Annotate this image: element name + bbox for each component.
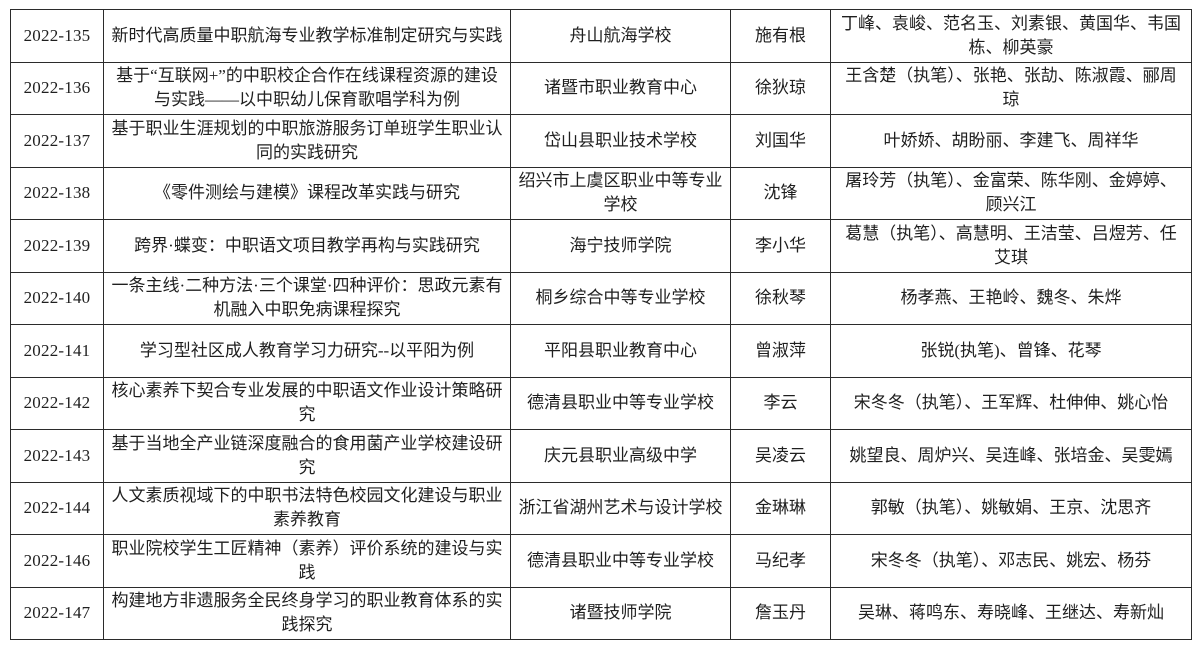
- project-members-cell: 杨孝燕、王艳岭、魏冬、朱烨: [830, 271, 1192, 325]
- project-id-cell: 2022-137: [10, 114, 104, 168]
- project-members-cell: 屠玲芳（执笔）、金富荣、陈华刚、金婷婷、顾兴江: [830, 166, 1192, 220]
- project-title-cell: 跨界·蝶变：中职语文项目教学再构与实践研究: [103, 219, 511, 273]
- project-title-cell: 学习型社区成人教育学习力研究--以平阳为例: [103, 324, 511, 378]
- project-title-cell: 人文素质视域下的中职书法特色校园文化建设与职业素养教育: [103, 481, 511, 535]
- project-title-cell: 基于“互联网+”的中职校企合作在线课程资源的建设与实践——以中职幼儿保育歌唱学科…: [103, 61, 511, 115]
- project-leader-cell: 金琳琳: [730, 481, 831, 535]
- projects-table-body: 2022-135 新时代高质量中职航海专业教学标准制定研究与实践 舟山航海学校 …: [10, 9, 1192, 640]
- project-members-cell: 吴琳、蒋鸣东、寿晓峰、王继达、寿新灿: [830, 586, 1192, 640]
- project-title-cell: 一条主线·二种方法·三个课堂·四种评价：思政元素有机融入中职免病课程探究: [103, 271, 511, 325]
- table-row: 2022-137 基于职业生涯规划的中职旅游服务订单班学生职业认同的实践研究 岱…: [10, 114, 1192, 168]
- projects-table: 2022-135 新时代高质量中职航海专业教学标准制定研究与实践 舟山航海学校 …: [10, 9, 1192, 640]
- table-row: 2022-144 人文素质视域下的中职书法特色校园文化建设与职业素养教育 浙江省…: [10, 481, 1192, 535]
- project-school-cell: 诸暨技师学院: [510, 586, 731, 640]
- project-id-cell: 2022-142: [10, 376, 104, 430]
- project-school-cell: 德清县职业中等专业学校: [510, 534, 731, 588]
- project-school-cell: 平阳县职业教育中心: [510, 324, 731, 378]
- project-school-cell: 岱山县职业技术学校: [510, 114, 731, 168]
- table-row: 2022-147 构建地方非遗服务全民终身学习的职业教育体系的实践探究 诸暨技师…: [10, 586, 1192, 640]
- project-leader-cell: 徐狄琼: [730, 61, 831, 115]
- project-leader-cell: 李小华: [730, 219, 831, 273]
- project-title-cell: 构建地方非遗服务全民终身学习的职业教育体系的实践探究: [103, 586, 511, 640]
- project-members-cell: 王含楚（执笔）、张艳、张劼、陈淑霞、郦周琼: [830, 61, 1192, 115]
- project-id-cell: 2022-144: [10, 481, 104, 535]
- project-school-cell: 绍兴市上虞区职业中等专业学校: [510, 166, 731, 220]
- project-leader-cell: 沈锋: [730, 166, 831, 220]
- project-leader-cell: 刘国华: [730, 114, 831, 168]
- table-row: 2022-142 核心素养下契合专业发展的中职语文作业设计策略研究 德清县职业中…: [10, 376, 1192, 430]
- table-row: 2022-141 学习型社区成人教育学习力研究--以平阳为例 平阳县职业教育中心…: [10, 324, 1192, 378]
- project-members-cell: 叶娇娇、胡盼丽、李建飞、周祥华: [830, 114, 1192, 168]
- project-school-cell: 舟山航海学校: [510, 9, 731, 63]
- project-members-cell: 姚望良、周炉兴、吴连峰、张培金、吴雯嫣: [830, 429, 1192, 483]
- table-row: 2022-135 新时代高质量中职航海专业教学标准制定研究与实践 舟山航海学校 …: [10, 9, 1192, 63]
- project-school-cell: 庆元县职业高级中学: [510, 429, 731, 483]
- table-row: 2022-136 基于“互联网+”的中职校企合作在线课程资源的建设与实践——以中…: [10, 61, 1192, 115]
- project-leader-cell: 詹玉丹: [730, 586, 831, 640]
- project-school-cell: 海宁技师学院: [510, 219, 731, 273]
- project-members-cell: 葛慧（执笔）、高慧明、王洁莹、吕煜芳、任艾琪: [830, 219, 1192, 273]
- project-id-cell: 2022-135: [10, 9, 104, 63]
- project-members-cell: 张锐(执笔)、曾锋、花琴: [830, 324, 1192, 378]
- project-title-cell: 基于职业生涯规划的中职旅游服务订单班学生职业认同的实践研究: [103, 114, 511, 168]
- table-row: 2022-140 一条主线·二种方法·三个课堂·四种评价：思政元素有机融入中职免…: [10, 271, 1192, 325]
- project-id-cell: 2022-146: [10, 534, 104, 588]
- table-row: 2022-146 职业院校学生工匠精神（素养）评价系统的建设与实践 德清县职业中…: [10, 534, 1192, 588]
- project-id-cell: 2022-138: [10, 166, 104, 220]
- project-members-cell: 宋冬冬（执笔）、王军辉、杜伸伸、姚心怡: [830, 376, 1192, 430]
- project-id-cell: 2022-139: [10, 219, 104, 273]
- project-id-cell: 2022-136: [10, 61, 104, 115]
- project-school-cell: 诸暨市职业教育中心: [510, 61, 731, 115]
- project-members-cell: 郭敏（执笔）、姚敏娟、王京、沈思齐: [830, 481, 1192, 535]
- project-school-cell: 浙江省湖州艺术与设计学校: [510, 481, 731, 535]
- project-id-cell: 2022-147: [10, 586, 104, 640]
- project-title-cell: 核心素养下契合专业发展的中职语文作业设计策略研究: [103, 376, 511, 430]
- project-leader-cell: 曾淑萍: [730, 324, 831, 378]
- project-leader-cell: 吴凌云: [730, 429, 831, 483]
- project-school-cell: 德清县职业中等专业学校: [510, 376, 731, 430]
- project-id-cell: 2022-141: [10, 324, 104, 378]
- project-title-cell: 《零件测绘与建模》课程改革实践与研究: [103, 166, 511, 220]
- table-row: 2022-138 《零件测绘与建模》课程改革实践与研究 绍兴市上虞区职业中等专业…: [10, 166, 1192, 220]
- project-members-cell: 宋冬冬（执笔）、邓志民、姚宏、杨芬: [830, 534, 1192, 588]
- project-leader-cell: 徐秋琴: [730, 271, 831, 325]
- table-row: 2022-143 基于当地全产业链深度融合的食用菌产业学校建设研究 庆元县职业高…: [10, 429, 1192, 483]
- project-leader-cell: 施有根: [730, 9, 831, 63]
- table-row: 2022-139 跨界·蝶变：中职语文项目教学再构与实践研究 海宁技师学院 李小…: [10, 219, 1192, 273]
- project-id-cell: 2022-140: [10, 271, 104, 325]
- project-leader-cell: 马纪孝: [730, 534, 831, 588]
- project-school-cell: 桐乡综合中等专业学校: [510, 271, 731, 325]
- project-title-cell: 新时代高质量中职航海专业教学标准制定研究与实践: [103, 9, 511, 63]
- project-id-cell: 2022-143: [10, 429, 104, 483]
- project-title-cell: 基于当地全产业链深度融合的食用菌产业学校建设研究: [103, 429, 511, 483]
- project-members-cell: 丁峰、袁峻、范名玉、刘素银、黄国华、韦国栋、柳英豪: [830, 9, 1192, 63]
- project-leader-cell: 李云: [730, 376, 831, 430]
- project-title-cell: 职业院校学生工匠精神（素养）评价系统的建设与实践: [103, 534, 511, 588]
